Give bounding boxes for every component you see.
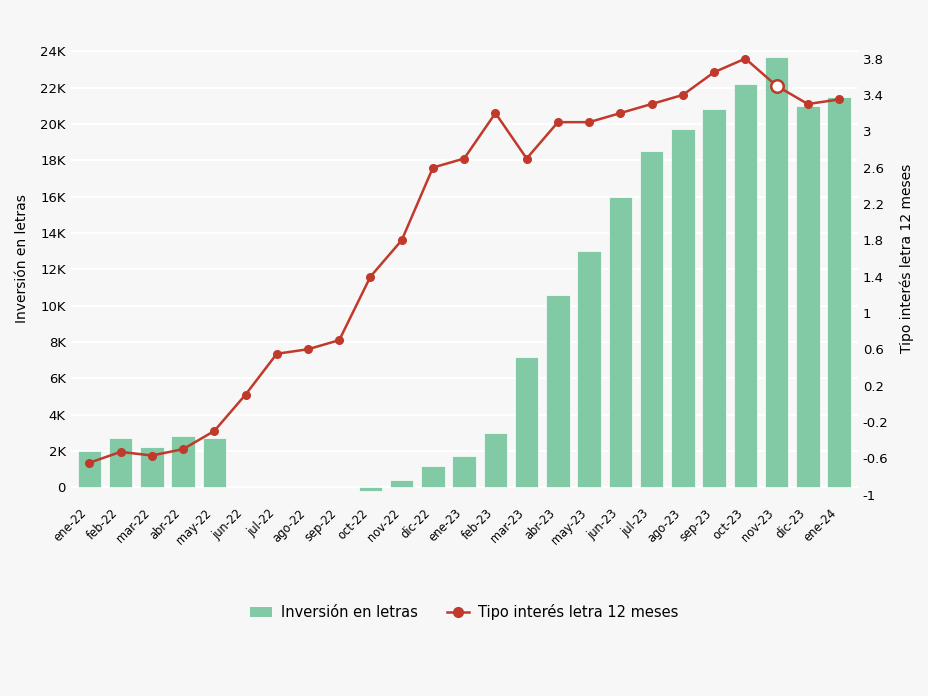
Bar	[577, 251, 600, 487]
Bar	[140, 448, 163, 487]
Bar	[733, 84, 756, 487]
Bar	[639, 151, 663, 487]
Bar	[78, 451, 101, 487]
Bar	[546, 294, 569, 487]
Bar	[171, 436, 195, 487]
Bar	[483, 433, 507, 487]
Bar	[202, 438, 226, 487]
Y-axis label: Inversión en letras: Inversión en letras	[15, 194, 29, 323]
Bar	[827, 97, 850, 487]
Bar	[420, 466, 445, 487]
Bar	[670, 129, 694, 487]
Bar	[795, 106, 818, 487]
Y-axis label: Tipo interés letra 12 meses: Tipo interés letra 12 meses	[898, 164, 913, 353]
Bar	[764, 57, 788, 487]
Bar	[608, 197, 631, 487]
Bar	[358, 487, 381, 491]
Bar	[702, 109, 725, 487]
Legend: Inversión en letras, Tipo interés letra 12 meses: Inversión en letras, Tipo interés letra …	[244, 599, 683, 626]
Bar	[390, 480, 413, 487]
Bar	[452, 457, 475, 487]
Bar	[514, 356, 538, 487]
Bar	[109, 438, 132, 487]
